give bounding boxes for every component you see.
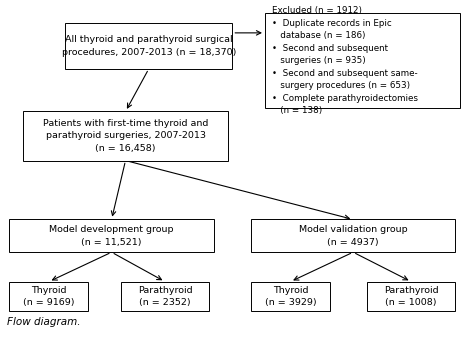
Text: Patients with first-time thyroid and
parathyroid surgeries, 2007-2013
(n = 16,45: Patients with first-time thyroid and par… xyxy=(43,119,208,153)
FancyBboxPatch shape xyxy=(265,13,460,108)
Text: Excluded (n = 1912)
•  Duplicate records in Epic
   database (n = 186)
•  Second: Excluded (n = 1912) • Duplicate records … xyxy=(272,6,418,115)
FancyBboxPatch shape xyxy=(9,220,214,252)
FancyBboxPatch shape xyxy=(9,282,88,311)
FancyBboxPatch shape xyxy=(251,282,330,311)
FancyBboxPatch shape xyxy=(65,23,232,69)
Text: Flow diagram.: Flow diagram. xyxy=(7,317,81,327)
Text: Thyroid
(n = 9169): Thyroid (n = 9169) xyxy=(23,286,74,307)
FancyBboxPatch shape xyxy=(23,112,228,161)
Text: Parathyroid
(n = 1008): Parathyroid (n = 1008) xyxy=(384,286,438,307)
Text: Parathyroid
(n = 2352): Parathyroid (n = 2352) xyxy=(137,286,192,307)
Text: Model development group
(n = 11,521): Model development group (n = 11,521) xyxy=(49,225,174,247)
FancyBboxPatch shape xyxy=(121,282,209,311)
Text: Model validation group
(n = 4937): Model validation group (n = 4937) xyxy=(299,225,408,247)
Text: All thyroid and parathyroid surgical
procedures, 2007-2013 (n = 18,370): All thyroid and parathyroid surgical pro… xyxy=(62,35,236,57)
FancyBboxPatch shape xyxy=(367,282,456,311)
FancyBboxPatch shape xyxy=(251,220,456,252)
Text: Thyroid
(n = 3929): Thyroid (n = 3929) xyxy=(264,286,316,307)
